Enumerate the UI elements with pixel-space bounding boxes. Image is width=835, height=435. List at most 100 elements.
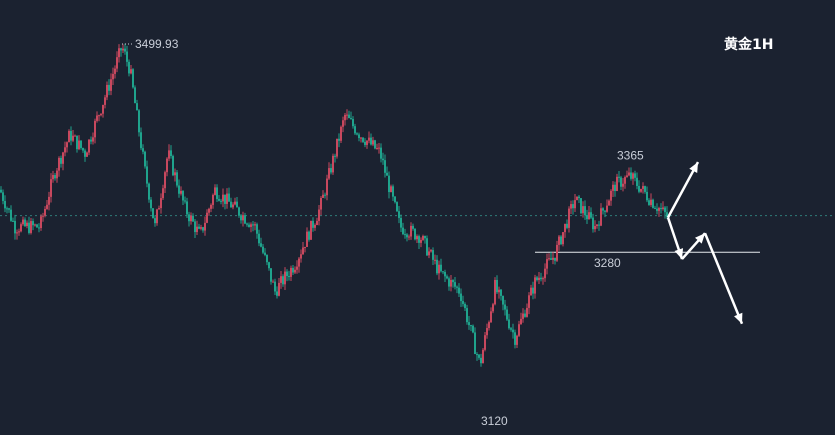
candle-body	[276, 291, 278, 296]
candle-body	[328, 168, 330, 179]
candle-body	[162, 188, 164, 199]
candle-body	[632, 173, 634, 179]
candle-body	[646, 191, 648, 201]
candle-body	[350, 118, 352, 120]
candle-body	[310, 220, 312, 240]
candle-body	[112, 73, 114, 80]
candle-body	[24, 219, 26, 227]
candle-body	[178, 185, 180, 194]
candle-body	[292, 267, 294, 273]
candle-body	[638, 185, 640, 192]
candle-body	[142, 148, 144, 152]
candle-body	[442, 271, 444, 273]
candle-body	[518, 324, 520, 336]
candle-body	[68, 130, 70, 143]
candle-body	[376, 148, 378, 150]
candle-body	[12, 220, 14, 222]
candle-body	[332, 155, 334, 173]
candle-body	[58, 157, 60, 171]
candle-body	[370, 137, 372, 145]
projection-arrows	[666, 161, 744, 325]
candle-body	[546, 259, 548, 269]
candle-body	[126, 51, 128, 62]
candle-body	[640, 188, 642, 192]
candle-body	[36, 224, 38, 228]
candle-body	[110, 79, 112, 91]
candle-body	[196, 226, 198, 233]
candle-body	[88, 139, 90, 153]
projection-arrow-1	[666, 161, 700, 219]
candle-body	[510, 328, 512, 330]
candle-body	[460, 293, 462, 302]
candle-body	[122, 48, 124, 51]
candle-body	[582, 206, 584, 214]
candle-body	[446, 276, 448, 279]
candle-body	[532, 287, 534, 294]
candle-body	[280, 276, 282, 283]
candle-body	[6, 208, 8, 210]
candle-body	[436, 259, 438, 274]
candle-body	[570, 204, 572, 209]
candle-body	[340, 126, 342, 141]
candle-body	[108, 84, 110, 91]
candle-body	[586, 215, 588, 220]
candle-body	[650, 199, 652, 205]
candle-body	[602, 208, 604, 211]
candle-body	[238, 207, 240, 216]
candle-body	[382, 158, 384, 161]
level-3365-label: 3365	[617, 149, 644, 163]
candle-body	[662, 207, 664, 209]
candle-body	[298, 258, 300, 267]
candle-body	[514, 332, 516, 345]
candle-body	[648, 200, 650, 205]
candle-body	[82, 147, 84, 151]
candle-body	[588, 212, 590, 220]
candle-body	[342, 120, 344, 127]
candle-body	[556, 244, 558, 261]
candle-body	[94, 120, 96, 138]
candle-body	[258, 233, 260, 244]
candle-body	[564, 223, 566, 233]
candle-body	[156, 209, 158, 224]
candle-body	[584, 206, 586, 216]
candle-body	[406, 234, 408, 238]
candle-body	[554, 257, 556, 261]
candle-body	[336, 138, 338, 157]
candle-body	[198, 226, 200, 229]
candle-body	[106, 84, 108, 98]
candle-body	[430, 250, 432, 252]
candle-body	[250, 224, 252, 227]
candle-body	[246, 223, 248, 225]
candle-body	[62, 152, 64, 164]
candle-body	[362, 137, 364, 142]
candle-body	[44, 208, 46, 216]
candle-body	[224, 194, 226, 204]
candle-body	[538, 277, 540, 281]
candle-body	[524, 313, 526, 317]
candle-body	[610, 190, 612, 201]
candle-body	[294, 269, 296, 273]
arrowhead-1	[689, 162, 698, 174]
candle-body	[488, 322, 490, 329]
candle-body	[402, 227, 404, 235]
candle-body	[544, 268, 546, 279]
candle-body	[278, 282, 280, 296]
candle-body	[356, 133, 358, 135]
candle-body	[136, 103, 138, 111]
candle-body	[76, 135, 78, 150]
candle-body	[398, 211, 400, 218]
candle-body	[608, 200, 610, 206]
candle-body	[4, 200, 6, 209]
candle-body	[158, 208, 160, 210]
candle-body	[204, 222, 206, 231]
candle-body	[0, 189, 2, 193]
candle-body	[232, 204, 234, 208]
candle-body	[46, 204, 48, 209]
candle-body	[314, 224, 316, 228]
candle-body	[128, 61, 130, 74]
candle-body	[618, 176, 620, 178]
candle-body	[498, 289, 500, 293]
candle-body	[476, 354, 478, 356]
candle-body	[64, 147, 66, 153]
candle-body	[630, 172, 632, 179]
